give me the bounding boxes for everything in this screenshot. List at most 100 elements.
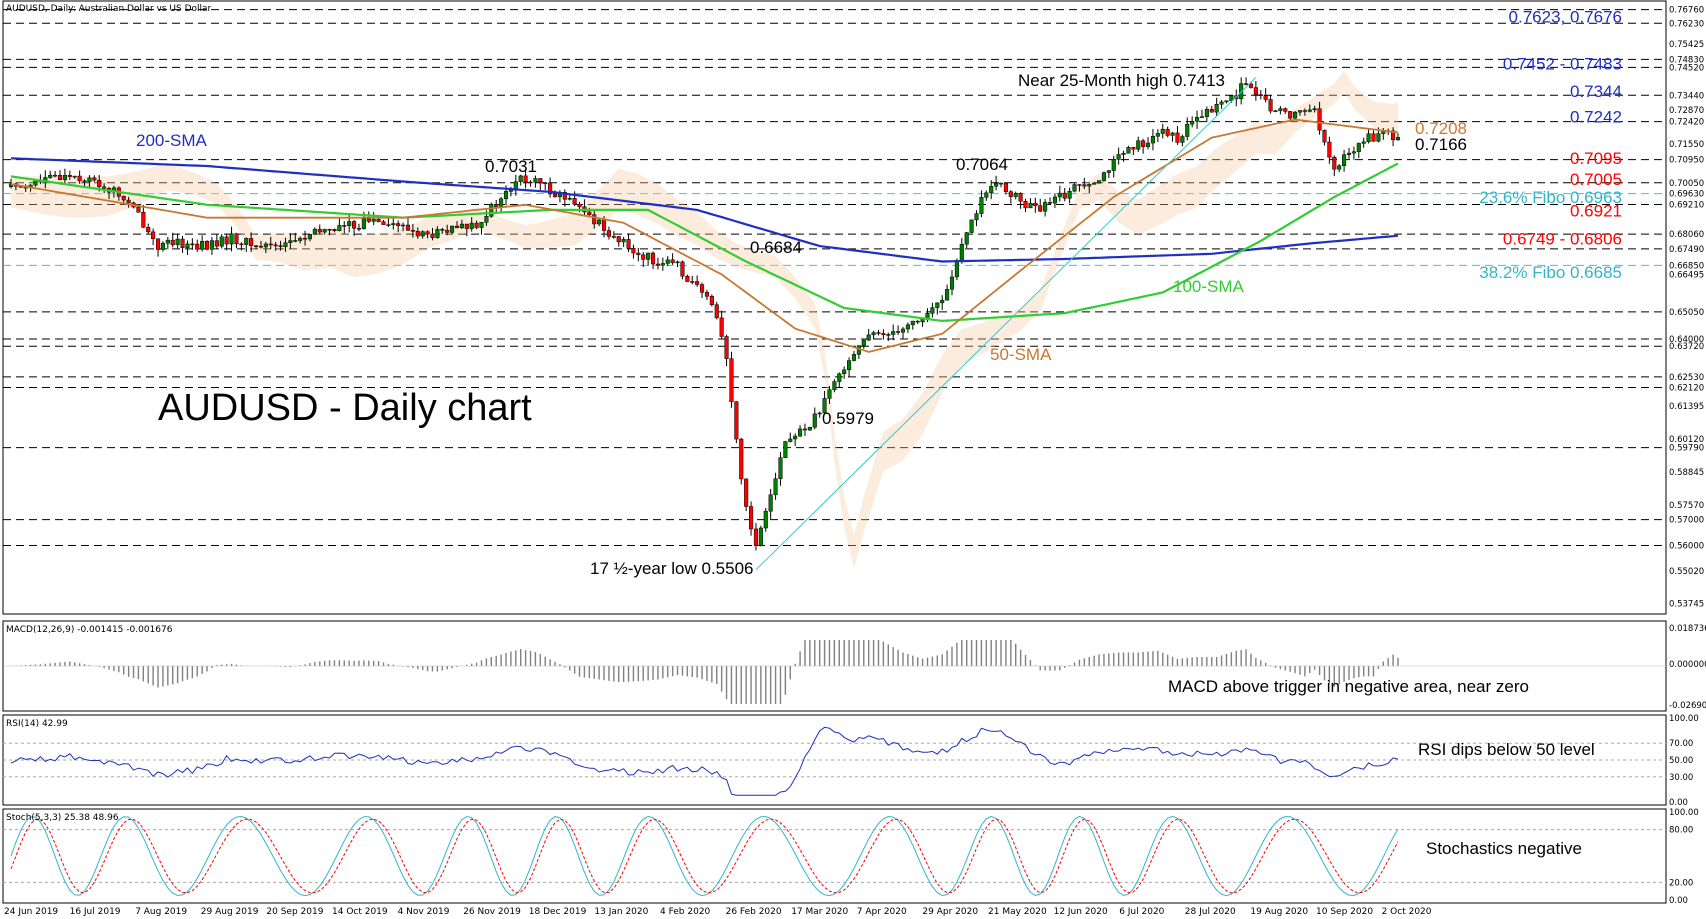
- price-tick: 0.76230: [1669, 19, 1704, 29]
- candle-body: [998, 182, 1004, 185]
- candle-body: [1126, 147, 1131, 154]
- candle-body: [72, 175, 77, 178]
- candle-body: [1317, 108, 1322, 131]
- candle-body: [288, 240, 293, 244]
- candle-body: [1263, 95, 1268, 100]
- level-label: 0.7623, 0.7676: [1509, 7, 1622, 26]
- price-tick: 0.73440: [1669, 91, 1704, 101]
- candle-body: [523, 175, 528, 183]
- candle-body: [1288, 111, 1293, 119]
- candle-body: [1003, 182, 1008, 192]
- candle-body: [994, 183, 999, 187]
- date-tick: 7 Aug 2019: [135, 907, 187, 917]
- candle-body: [631, 247, 636, 254]
- price-tick: 0.62120: [1669, 384, 1704, 394]
- candle-body: [273, 244, 278, 247]
- candle-body: [851, 354, 857, 361]
- candle-body: [954, 259, 959, 278]
- candle-body: [758, 527, 763, 546]
- stoch-panel-frame: [2, 808, 1667, 904]
- candle-body: [910, 320, 915, 325]
- candle-body: [1395, 137, 1401, 141]
- price-tick: 0.68060: [1669, 230, 1704, 240]
- candle-body: [989, 186, 994, 194]
- candle-body: [1008, 191, 1013, 197]
- candle-body: [1043, 202, 1048, 212]
- candle-body: [1190, 120, 1195, 125]
- candle-body: [1023, 201, 1028, 209]
- candlesticks: [8, 77, 1401, 551]
- date-tick: 26 Nov 2019: [463, 907, 521, 917]
- candle-body: [1195, 117, 1200, 122]
- candle-body: [548, 182, 553, 195]
- macd-tick: 0.018736: [1669, 624, 1706, 634]
- candle-body: [1082, 184, 1087, 187]
- candle-body: [410, 229, 415, 232]
- candle-body: [479, 221, 484, 228]
- date-tick: 16 Jul 2019: [70, 907, 121, 917]
- stoch-tick: 20.00: [1669, 878, 1693, 888]
- price-tick: 0.67490: [1669, 245, 1704, 255]
- price-tick: 0.58845: [1669, 468, 1704, 478]
- horizontal-levels: [3, 9, 1666, 546]
- candle-body: [812, 413, 817, 428]
- candle-body: [1101, 172, 1106, 181]
- candle-body: [361, 218, 366, 230]
- candle-body: [847, 360, 852, 371]
- candle-body: [254, 245, 259, 247]
- candle-body: [807, 426, 812, 431]
- candle-body: [714, 304, 719, 319]
- candle-body: [861, 339, 866, 346]
- price-tick: 0.69630: [1669, 190, 1704, 200]
- candle-body: [1141, 140, 1146, 147]
- candle-body: [420, 231, 425, 237]
- candle-body: [1322, 129, 1327, 143]
- date-tick: 20 Sep 2019: [266, 907, 323, 917]
- rsi-panel-frame: [2, 714, 1667, 806]
- candle-body: [650, 252, 656, 265]
- candle-body: [1077, 184, 1082, 186]
- candle-body: [1175, 132, 1180, 143]
- candle-body: [1111, 159, 1116, 171]
- candle-body: [440, 229, 445, 231]
- cloud-area: [11, 70, 1398, 569]
- price-tick: 0.74830: [1669, 55, 1704, 65]
- candle-body: [244, 238, 249, 245]
- candle-body: [763, 510, 768, 529]
- candle-body: [474, 222, 479, 228]
- candle-body: [1312, 108, 1317, 111]
- price-tick: 0.59790: [1669, 444, 1704, 454]
- candle-body: [606, 230, 611, 237]
- candle-body: [234, 233, 239, 245]
- candle-body: [1209, 109, 1214, 113]
- candle-body: [552, 193, 558, 198]
- candle-body: [940, 299, 945, 304]
- candle-body: [1356, 143, 1361, 152]
- label-7064: 0.7064: [956, 155, 1008, 174]
- candle-body: [660, 263, 665, 266]
- level-label: 0.6921: [1570, 201, 1622, 220]
- candle-body: [214, 240, 219, 247]
- candle-body: [949, 276, 955, 290]
- level-label: 0.7242: [1570, 108, 1622, 127]
- price-tick: 0.62530: [1669, 373, 1704, 383]
- candle-body: [896, 331, 901, 333]
- candle-body: [783, 441, 788, 458]
- candle-body: [905, 324, 910, 330]
- candle-body: [1361, 141, 1366, 144]
- candle-body: [190, 243, 195, 246]
- candle-body: [499, 198, 504, 207]
- date-tick: 26 Feb 2020: [726, 907, 782, 917]
- candle-body: [562, 191, 567, 200]
- candle-body: [1057, 192, 1062, 198]
- candle-body: [1185, 123, 1190, 137]
- candle-body: [1248, 83, 1254, 88]
- main-header: AUDUSD, Daily: Australian Dollar vs US D…: [6, 4, 212, 14]
- candle-body: [121, 196, 126, 201]
- price-tick: 0.66495: [1669, 271, 1704, 281]
- candle-body: [577, 203, 582, 208]
- candle-body: [464, 223, 469, 229]
- candle-body: [900, 328, 906, 333]
- stoch-note: Stochastics negative: [1426, 839, 1582, 858]
